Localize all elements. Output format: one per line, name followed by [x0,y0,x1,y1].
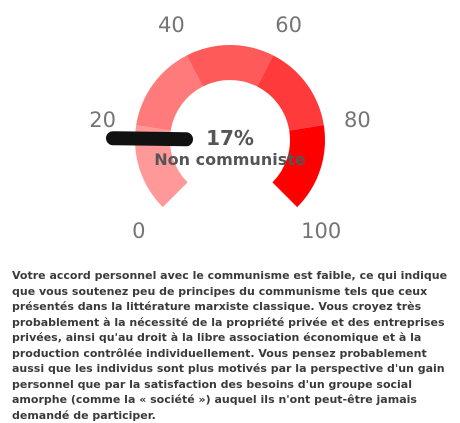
score-label: Non communiste [154,150,306,169]
gauge-band-4 [272,125,325,208]
gauge-chart: 0 20 40 60 80 100 [89,13,371,243]
gauge-band-2 [186,44,274,87]
gauge-band-3 [257,55,324,131]
result-gauge: 0 20 40 60 80 100 17% Non communiste [89,13,371,243]
tick-label-80: 80 [344,108,371,132]
tick-label-20: 20 [89,108,116,132]
tick-label-40: 40 [158,13,185,37]
gauge-band-1 [136,55,203,131]
gauge-center-readout: 17% Non communiste [130,126,330,170]
tick-label-60: 60 [275,13,302,37]
gauge-bands [134,44,325,208]
tick-label-0: 0 [132,219,145,243]
tick-label-100: 100 [301,219,341,243]
score-value: 17% [206,126,254,150]
gauge-needle [106,131,193,147]
gauge-needle-layer [106,131,193,147]
gauge-tick-labels: 0 20 40 60 80 100 [89,13,371,243]
